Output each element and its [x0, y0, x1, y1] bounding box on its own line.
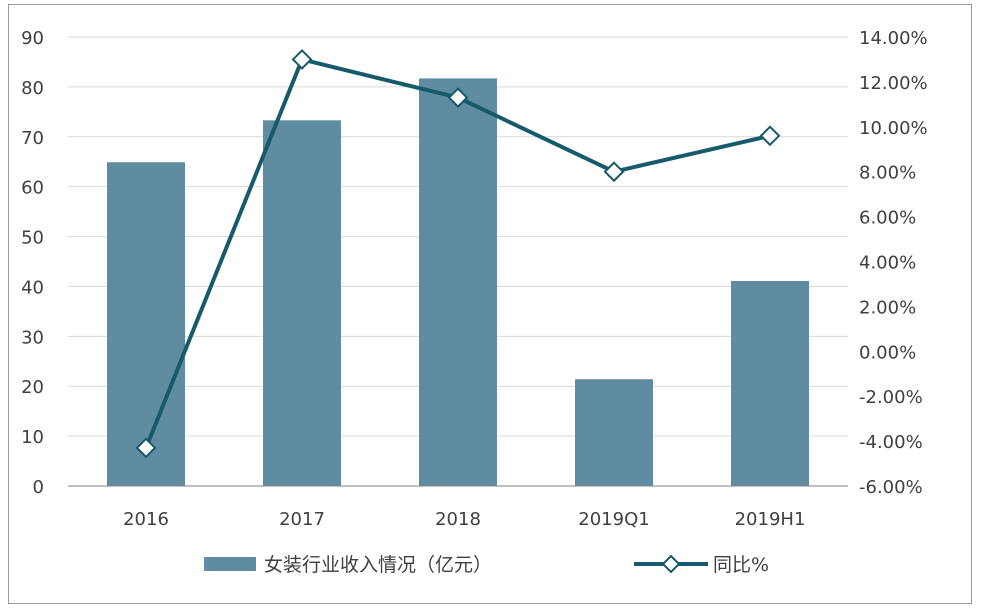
y-right-tick-label: -6.00% [859, 477, 923, 498]
y-right-tick-label: 6.00% [859, 208, 916, 229]
y-left-tick-label: 60 [21, 178, 44, 199]
y-axis-right: -6.00% -4.00% -2.00% 0.00% 2.00% 4.00% 6.00% 8.… [859, 28, 928, 498]
x-tick-label: 2019Q1 [578, 509, 649, 530]
y-right-tick-label: 4.00% [859, 253, 916, 274]
line-point-marker [603, 161, 625, 183]
y-right-tick-label: 14.00% [859, 28, 928, 49]
y-left-tick-label: 30 [21, 327, 44, 348]
line-point-marker [447, 87, 469, 109]
line-point-marker [135, 437, 157, 459]
y-right-tick-label: -4.00% [859, 432, 923, 453]
bar [419, 78, 497, 486]
y-left-tick-label: 20 [21, 377, 44, 398]
y-left-tick-label: 70 [21, 128, 44, 149]
x-tick-label: 2019H1 [735, 509, 806, 530]
y-left-tick-label: 50 [21, 228, 44, 249]
legend-bar-label: 女装行业收入情况（亿元） [264, 554, 492, 576]
y-right-tick-label: -2.00% [859, 387, 923, 408]
bar-series [107, 78, 809, 486]
y-axis-left: 0 10 20 30 40 50 60 70 80 90 [21, 28, 44, 498]
legend-line-label: 同比% [713, 554, 769, 576]
x-axis: 2016 2017 2018 2019Q1 2019H1 [68, 485, 848, 530]
y-right-tick-label: 10.00% [859, 118, 928, 139]
x-tick-label: 2016 [123, 509, 169, 530]
x-tick-label: 2018 [435, 509, 481, 530]
bar [107, 162, 185, 486]
line-series [135, 49, 781, 459]
y-left-tick-label: 40 [21, 277, 44, 298]
y-right-tick-label: 0.00% [859, 342, 916, 363]
y-left-tick-label: 10 [21, 427, 44, 448]
y-right-tick-label: 2.00% [859, 297, 916, 318]
y-right-tick-label: 8.00% [859, 163, 916, 184]
y-right-tick-label: 12.00% [859, 73, 928, 94]
bar [263, 120, 341, 486]
y-left-tick-label: 80 [21, 78, 44, 99]
x-tick-label: 2017 [279, 509, 325, 530]
line-point-marker [291, 49, 313, 70]
legend-bar-swatch [204, 557, 256, 571]
y-left-tick-label: 0 [33, 477, 44, 498]
line-point-marker [759, 125, 781, 147]
bar [731, 280, 809, 486]
y-left-tick-label: 90 [21, 28, 44, 49]
legend: 女装行业收入情况（亿元） 同比% [204, 554, 769, 576]
legend-diamond-marker [661, 554, 681, 574]
bar [575, 379, 653, 486]
